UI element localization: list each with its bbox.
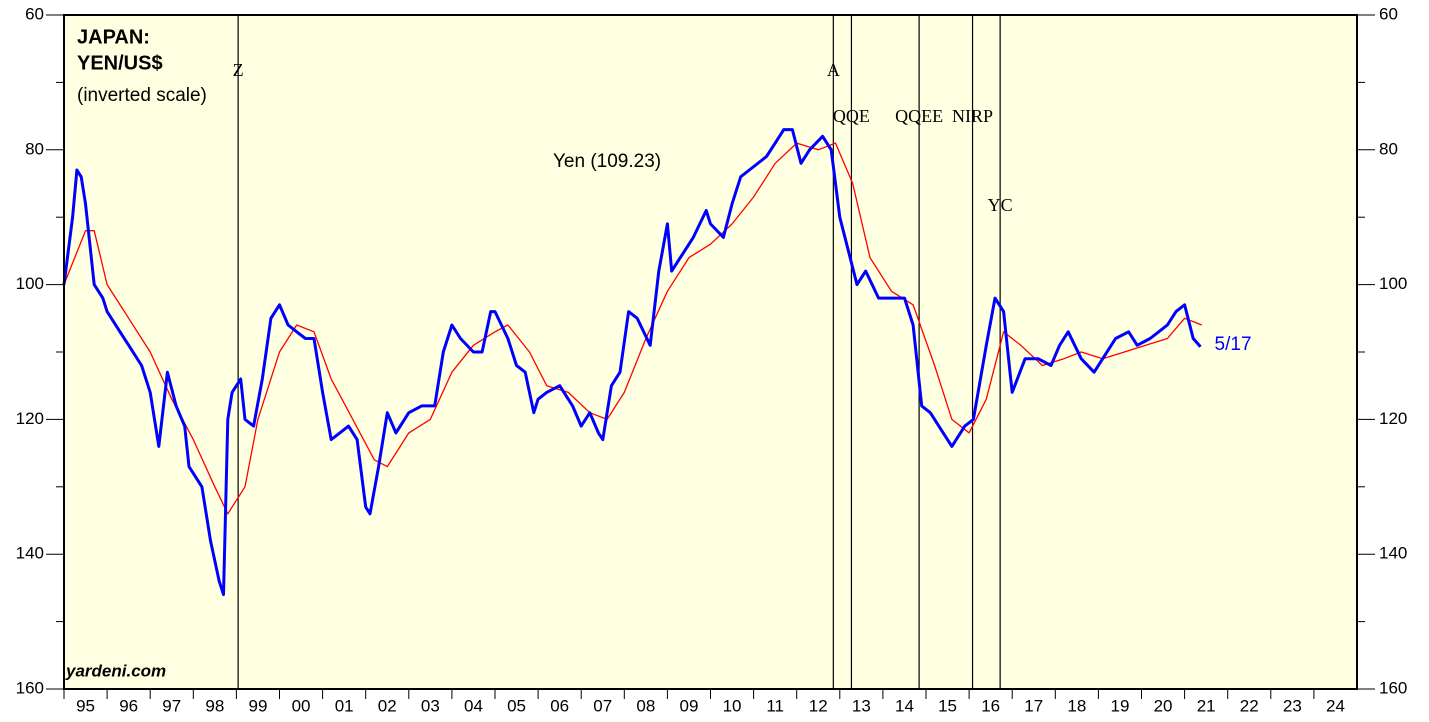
x-tick-label: 15 (938, 696, 957, 715)
y-tick-label: 120 (16, 409, 44, 428)
scale-note: (inverted scale) (77, 85, 207, 106)
chart-subtitle: YEN/US$ (77, 52, 163, 74)
x-tick-label: 03 (421, 696, 440, 715)
x-tick-label: 04 (464, 696, 483, 715)
x-tick-label: 21 (1197, 696, 1216, 715)
source: yardeni.com (65, 661, 166, 680)
marks (62, 15, 1203, 689)
y-tick-label: 100 (16, 274, 44, 293)
end-label: 5/17 (1215, 334, 1252, 355)
event-label: NIRP (952, 106, 993, 126)
event-label: A (827, 60, 840, 80)
y-tick-label: 140 (16, 544, 44, 563)
event-label: YC (988, 195, 1013, 215)
x-tick-label: 98 (205, 696, 224, 715)
y-tick-label: 160 (16, 678, 44, 697)
x-tick-label: 11 (766, 696, 784, 715)
series-line (62, 128, 1202, 597)
x-tick-label: 02 (378, 696, 397, 715)
x-tick-label: 23 (1283, 696, 1302, 715)
y-tick-label: 60 (25, 4, 44, 23)
x-tick-label: 01 (335, 696, 354, 715)
x-tick-label: 00 (292, 696, 311, 715)
x-tick-label: 17 (1024, 696, 1043, 715)
x-tick-label: 20 (1154, 696, 1173, 715)
y2-tick-label: 80 (1379, 139, 1398, 158)
x-tick-label: 99 (248, 696, 267, 715)
y2-tick-label: 160 (1379, 678, 1407, 697)
y2-tick-label: 120 (1379, 409, 1407, 428)
x-tick-label: 13 (852, 696, 871, 715)
x-tick-label: 10 (723, 696, 742, 715)
event-label: QQEE (895, 106, 943, 126)
x-tick-label: 96 (119, 696, 138, 715)
x-tick-label: 22 (1240, 696, 1259, 715)
x-tick-label: 06 (550, 696, 569, 715)
event-label: Z (233, 60, 244, 80)
x-tick-label: 95 (76, 696, 95, 715)
plot-area (64, 15, 1357, 689)
x-tick-label: 08 (636, 696, 655, 715)
x-tick-label: 05 (507, 696, 526, 715)
x-tick-label: 07 (593, 696, 612, 715)
event-label: QQE (833, 106, 870, 126)
y2-tick-label: 60 (1379, 4, 1398, 23)
x-tick-label: 12 (809, 696, 828, 715)
series-label: Yen (109.23) (553, 151, 661, 172)
x-tick-label: 18 (1067, 696, 1086, 715)
y2-tick-label: 140 (1379, 544, 1407, 563)
y-tick-label: 80 (25, 139, 44, 158)
y2-tick-label: 100 (1379, 274, 1407, 293)
x-tick-label: 97 (162, 696, 181, 715)
chart-title: JAPAN: (77, 26, 150, 48)
x-tick-label: 14 (895, 696, 914, 715)
x-tick-label: 24 (1326, 696, 1345, 715)
x-tick-label: 09 (679, 696, 698, 715)
x-tick-label: 16 (981, 696, 1000, 715)
x-tick-label: 19 (1110, 696, 1129, 715)
